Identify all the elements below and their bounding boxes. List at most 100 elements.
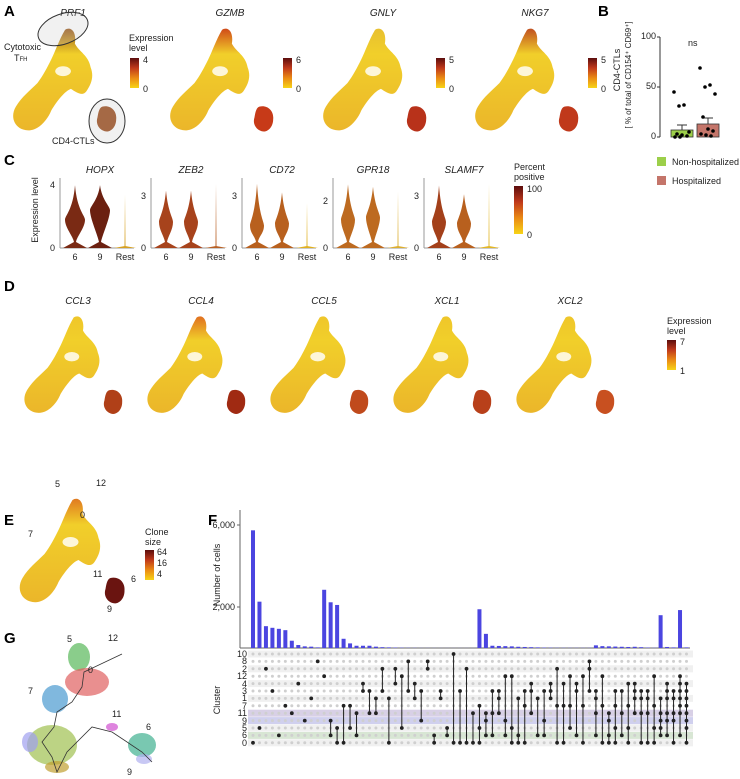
matrix-dot-empty: [426, 674, 430, 678]
matrix-dot-filled: [671, 718, 676, 723]
bar-col-65: [671, 647, 676, 648]
y-axis-label: Number of cells: [212, 543, 222, 607]
cluster-region: [45, 761, 69, 773]
matrix-dot-filled: [678, 703, 682, 708]
matrix-dot-empty: [568, 733, 572, 737]
matrix-dot-empty: [490, 741, 494, 745]
matrix-dot-empty: [607, 674, 611, 678]
bar-col-55: [606, 646, 611, 648]
bar-col-15: [348, 643, 353, 648]
gene-title: PRF1: [18, 8, 128, 19]
matrix-dot-empty: [549, 667, 553, 671]
row-label: 6: [241, 730, 247, 741]
data-point: [699, 132, 703, 136]
matrix-dot-filled: [496, 689, 501, 693]
matrix-dot-empty: [458, 682, 462, 686]
matrix-dot-empty: [432, 711, 436, 715]
matrix-dot-filled: [619, 689, 624, 693]
violin-9: [361, 186, 385, 248]
matrix-dot-empty: [380, 741, 384, 745]
matrix-dot-filled: [652, 674, 657, 679]
colorbar-min: 0: [143, 84, 149, 94]
matrix-dot-empty: [303, 726, 307, 730]
matrix-dot-empty: [355, 667, 359, 671]
matrix-dot-empty: [484, 667, 488, 671]
umap-cluster: [226, 389, 246, 414]
umap-gap: [62, 537, 79, 547]
matrix-dot-empty: [672, 667, 676, 671]
matrix-dot-filled: [665, 689, 669, 693]
matrix-dot-empty: [646, 667, 650, 671]
matrix-dot-filled: [432, 740, 437, 745]
x-tick-label: 9: [461, 252, 467, 262]
matrix-dot-filled: [600, 674, 605, 679]
x-tick-label: 6: [163, 252, 169, 262]
matrix-dot-empty: [361, 659, 365, 663]
bar-col-7: [296, 645, 301, 648]
matrix-dot-empty: [329, 711, 333, 715]
violin-6: [427, 185, 451, 248]
matrix-dot-empty: [303, 696, 307, 700]
data-point: [698, 66, 702, 70]
matrix-dot-filled: [348, 703, 352, 708]
row-band-6: [248, 731, 693, 739]
matrix-dot-filled: [594, 733, 598, 738]
matrix-dot-empty: [484, 652, 488, 656]
annotation-circles: [37, 11, 126, 144]
matrix-dot-empty: [387, 674, 391, 678]
matrix-dot-empty: [439, 652, 443, 656]
bar-col-58: [626, 646, 631, 648]
matrix-dot-empty: [257, 652, 261, 656]
matrix-dot-empty: [607, 652, 611, 656]
matrix-dot-filled: [665, 696, 669, 701]
matrix-dot-empty: [322, 659, 326, 663]
bar-col-18: [367, 645, 372, 648]
matrix-dot-empty: [309, 719, 313, 723]
trajectory-line: [41, 653, 153, 774]
matrix-dot-empty: [406, 652, 410, 656]
matrix-dot-empty: [497, 667, 501, 671]
matrix-dot-empty: [639, 667, 643, 671]
matrix-dot-filled: [458, 689, 462, 693]
bar-col-12: [328, 602, 333, 648]
cluster-region: [68, 643, 90, 671]
matrix-dot-empty: [270, 741, 274, 745]
data-point: [677, 104, 681, 108]
matrix-dot-empty: [316, 726, 320, 730]
bar-col-59: [632, 646, 637, 648]
bar-col-54: [600, 646, 605, 648]
matrix-dot-empty: [335, 696, 339, 700]
matrix-dot-empty: [257, 674, 261, 678]
matrix-dot-empty: [607, 682, 611, 686]
matrix-dot-empty: [374, 674, 378, 678]
matrix-dot-filled: [374, 711, 378, 716]
matrix-dot-empty: [316, 741, 320, 745]
matrix-dot-filled: [632, 711, 637, 716]
matrix-dot-filled: [522, 740, 527, 745]
y-tick-zero: 0: [232, 243, 238, 253]
violin-6: [63, 185, 87, 248]
matrix-dot-filled: [425, 666, 430, 671]
bar-col-66: [678, 610, 683, 648]
matrix-dot-empty: [432, 682, 436, 686]
umap-cluster: [595, 389, 615, 414]
matrix-dot-filled: [471, 740, 475, 745]
matrix-dot-empty: [426, 696, 430, 700]
x-tick-label: Rest: [297, 252, 317, 262]
matrix-dot-filled: [587, 659, 592, 664]
matrix-dot-empty: [322, 689, 326, 693]
matrix-dot-empty: [581, 659, 585, 663]
matrix-dot-empty: [626, 674, 630, 678]
umap-cluster: [406, 106, 427, 132]
matrix-dot-empty: [290, 674, 294, 678]
matrix-dot-empty: [471, 696, 475, 700]
matrix-dot-empty: [329, 696, 333, 700]
matrix-dot-empty: [536, 659, 540, 663]
matrix-dot-empty: [264, 741, 268, 745]
row-band-1: [248, 694, 693, 702]
matrix-dot-filled: [529, 689, 534, 693]
matrix-dot-empty: [659, 689, 663, 693]
colorbar-tick: 16: [157, 558, 168, 568]
matrix-dot-filled: [665, 718, 669, 723]
matrix-dot-empty: [335, 667, 339, 671]
